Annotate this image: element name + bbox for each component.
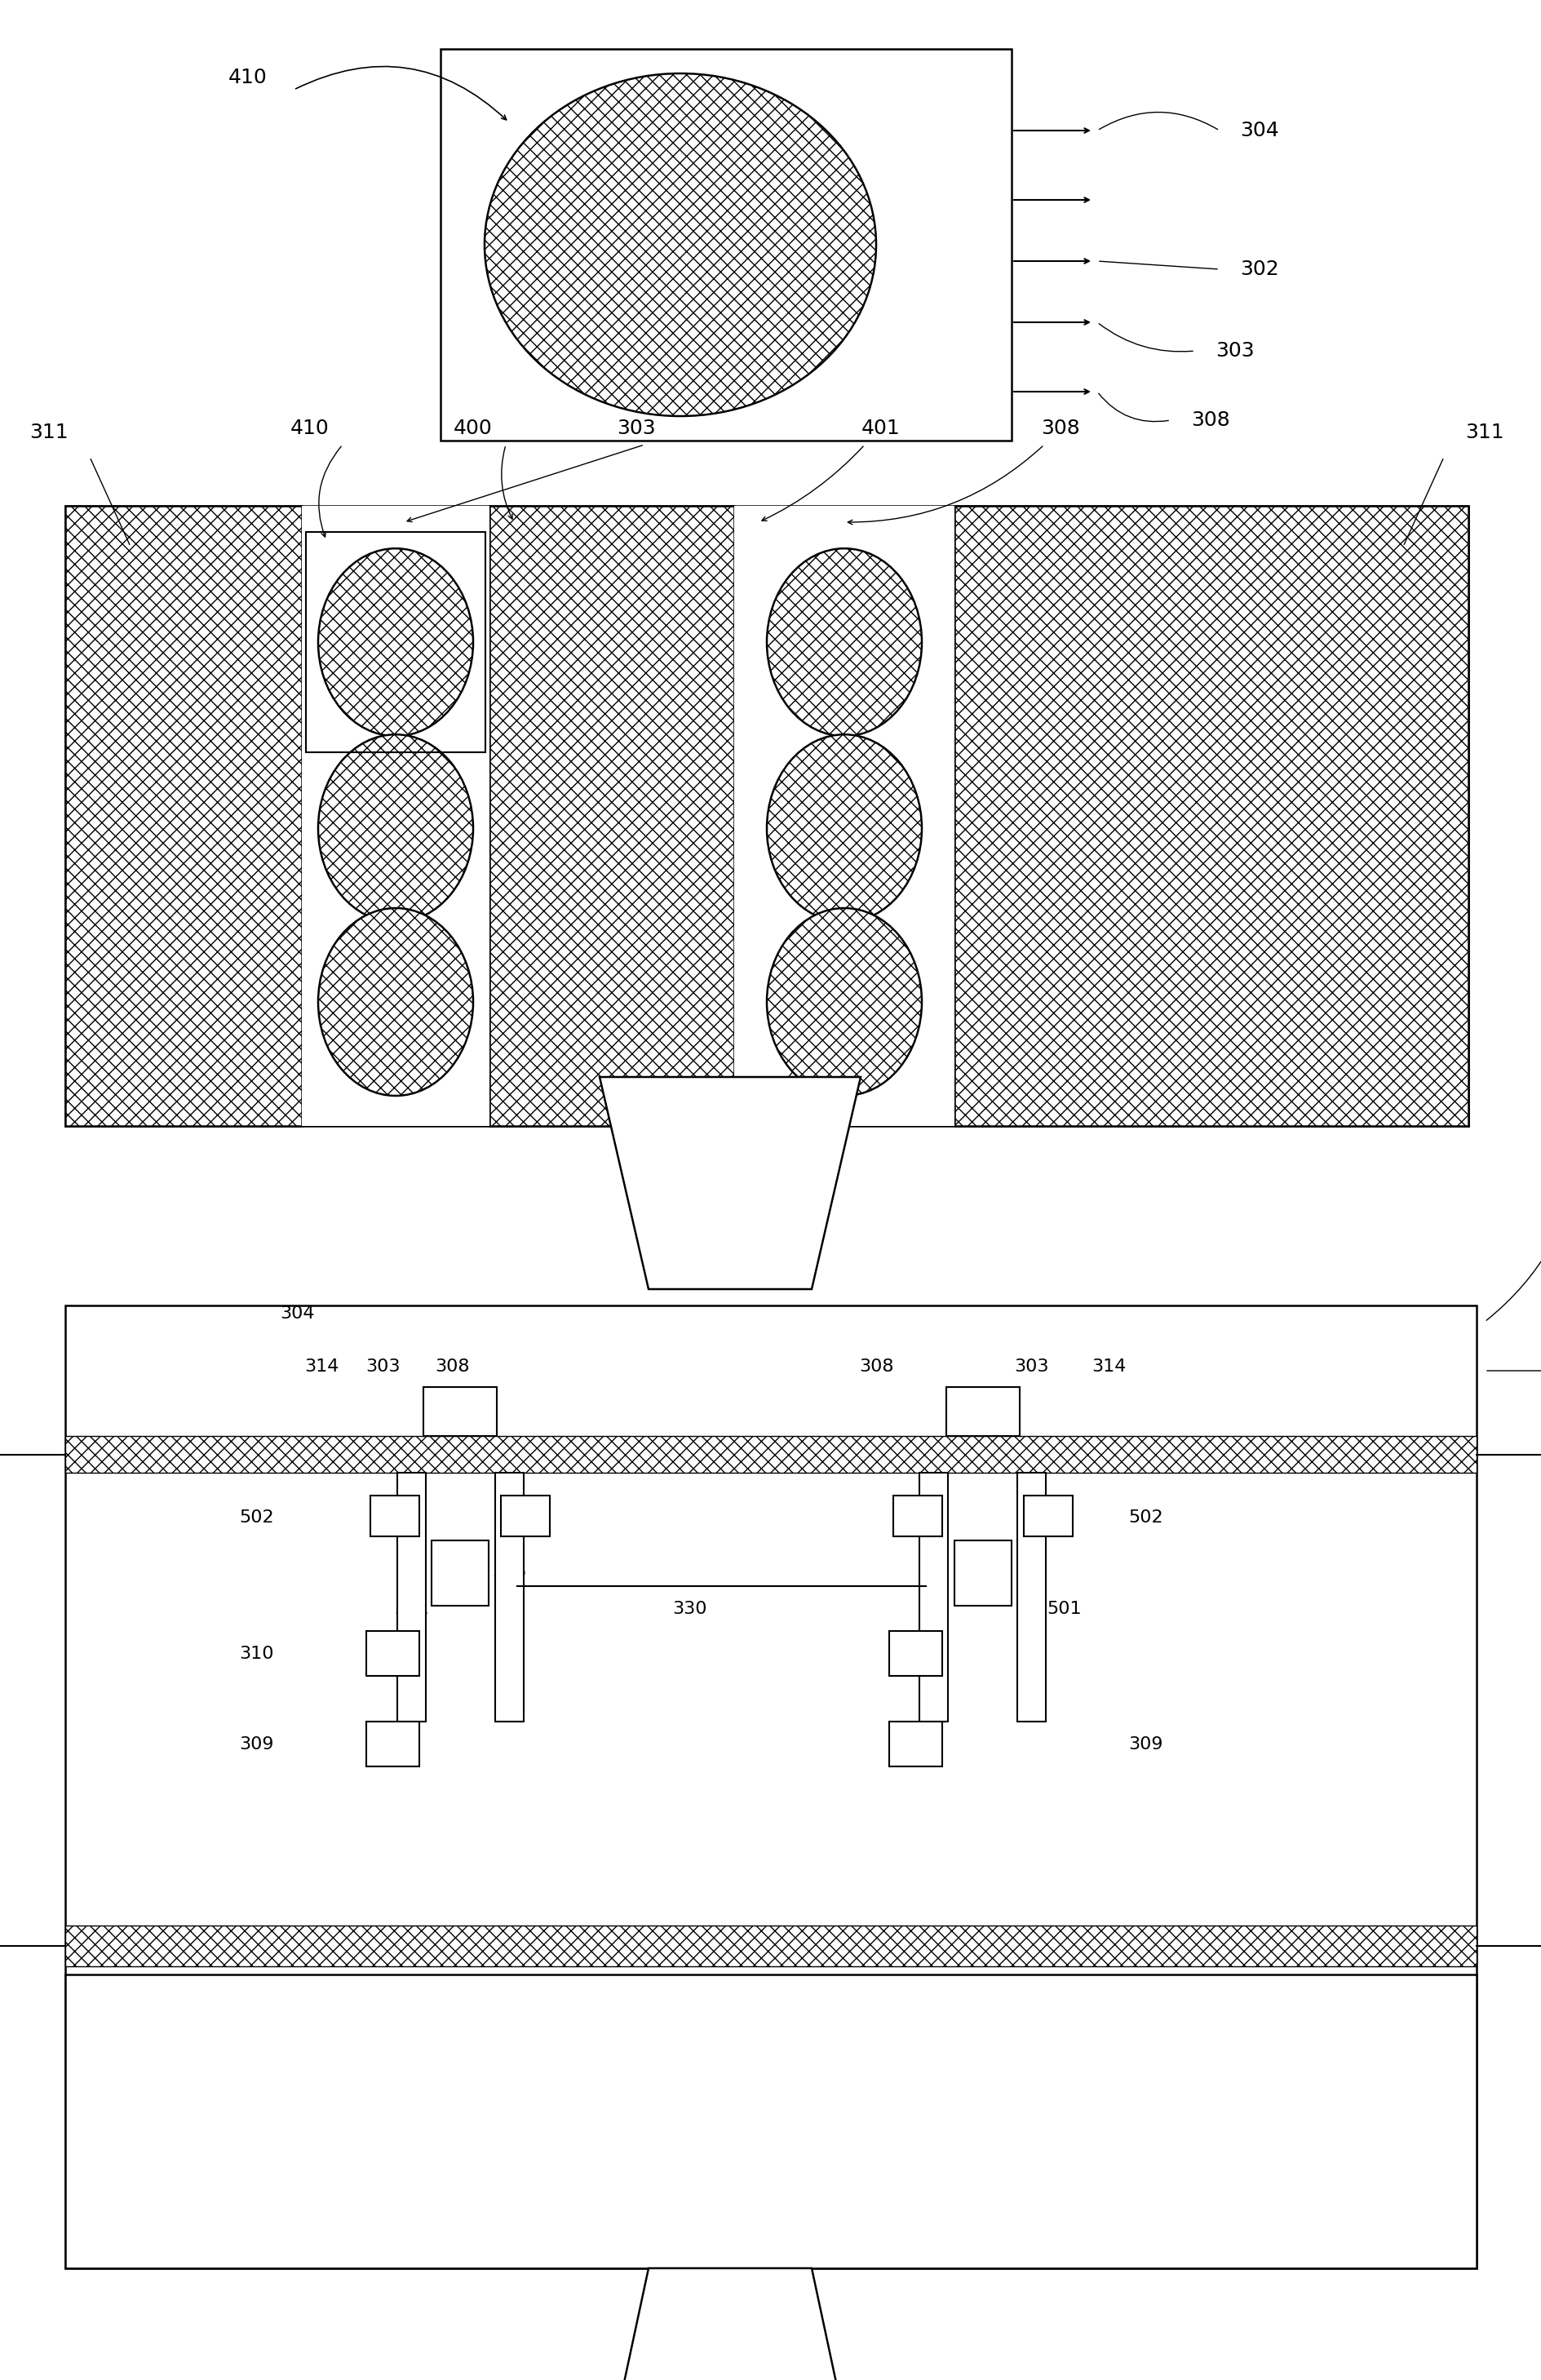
Bar — [1023, 1495, 1073, 1535]
Text: 501: 501 — [394, 1599, 428, 1616]
Ellipse shape — [317, 909, 473, 1095]
Text: 314: 314 — [304, 1359, 339, 1376]
Bar — [945, 1388, 1019, 1435]
Bar — [431, 1540, 488, 1606]
Text: 303: 303 — [1214, 340, 1254, 362]
Text: 330: 330 — [672, 1599, 706, 1616]
Bar — [918, 1473, 948, 1721]
Text: 310: 310 — [239, 1645, 274, 1661]
Bar — [367, 1630, 419, 1676]
Text: 303: 303 — [1014, 1359, 1048, 1376]
Text: 303: 303 — [365, 1359, 401, 1376]
Text: 302: 302 — [1239, 259, 1277, 278]
Bar — [1017, 1473, 1045, 1721]
Text: 303: 303 — [616, 419, 655, 438]
Bar — [65, 507, 302, 1126]
Text: 502: 502 — [1128, 1509, 1162, 1526]
Bar — [367, 1721, 419, 1766]
Ellipse shape — [484, 74, 875, 416]
Text: 401: 401 — [861, 419, 900, 438]
Bar — [65, 1975, 1476, 2268]
Text: 410: 410 — [290, 419, 330, 438]
Text: 308: 308 — [1190, 409, 1230, 431]
Text: 410: 410 — [228, 67, 267, 88]
Polygon shape — [599, 1078, 860, 1290]
Bar — [424, 1388, 496, 1435]
Bar — [305, 533, 485, 752]
Text: 309: 309 — [239, 1737, 274, 1752]
Text: 400: 400 — [453, 419, 493, 438]
Ellipse shape — [766, 909, 922, 1095]
Ellipse shape — [766, 735, 922, 921]
Text: FIG. 4: FIG. 4 — [724, 1216, 817, 1247]
Text: 309: 309 — [1128, 1737, 1162, 1752]
Ellipse shape — [766, 547, 922, 735]
Bar — [370, 1495, 419, 1535]
Bar — [888, 1630, 942, 1676]
Text: 314: 314 — [1091, 1359, 1126, 1376]
Text: 306: 306 — [646, 2373, 684, 2380]
Bar — [441, 50, 1011, 440]
Bar — [488, 507, 734, 1126]
Bar — [954, 507, 1467, 1126]
Bar — [65, 1925, 1476, 1966]
Ellipse shape — [317, 735, 473, 921]
Bar — [892, 1495, 942, 1535]
Text: 311: 311 — [29, 424, 68, 443]
Text: 311: 311 — [1464, 424, 1504, 443]
Bar — [302, 507, 488, 1126]
Bar — [398, 1473, 425, 1721]
Bar — [954, 1540, 1011, 1606]
Bar — [65, 1435, 1476, 1473]
Text: 304: 304 — [1239, 121, 1277, 140]
Text: 308: 308 — [435, 1359, 470, 1376]
Text: 501: 501 — [1046, 1599, 1080, 1616]
Text: 308: 308 — [858, 1359, 894, 1376]
Text: 307: 307 — [874, 1009, 912, 1031]
Bar — [65, 1307, 1476, 2268]
Bar — [501, 1495, 550, 1535]
Ellipse shape — [317, 547, 473, 735]
Bar — [495, 1473, 524, 1721]
Text: 502: 502 — [239, 1509, 274, 1526]
Text: 308: 308 — [1040, 419, 1079, 438]
Bar — [888, 1721, 942, 1766]
Text: 311: 311 — [750, 1166, 791, 1185]
Polygon shape — [599, 2268, 860, 2380]
Text: 304: 304 — [280, 1307, 314, 1321]
Bar — [65, 507, 1467, 1126]
Bar — [734, 507, 954, 1126]
Text: 305: 305 — [492, 1564, 527, 1580]
